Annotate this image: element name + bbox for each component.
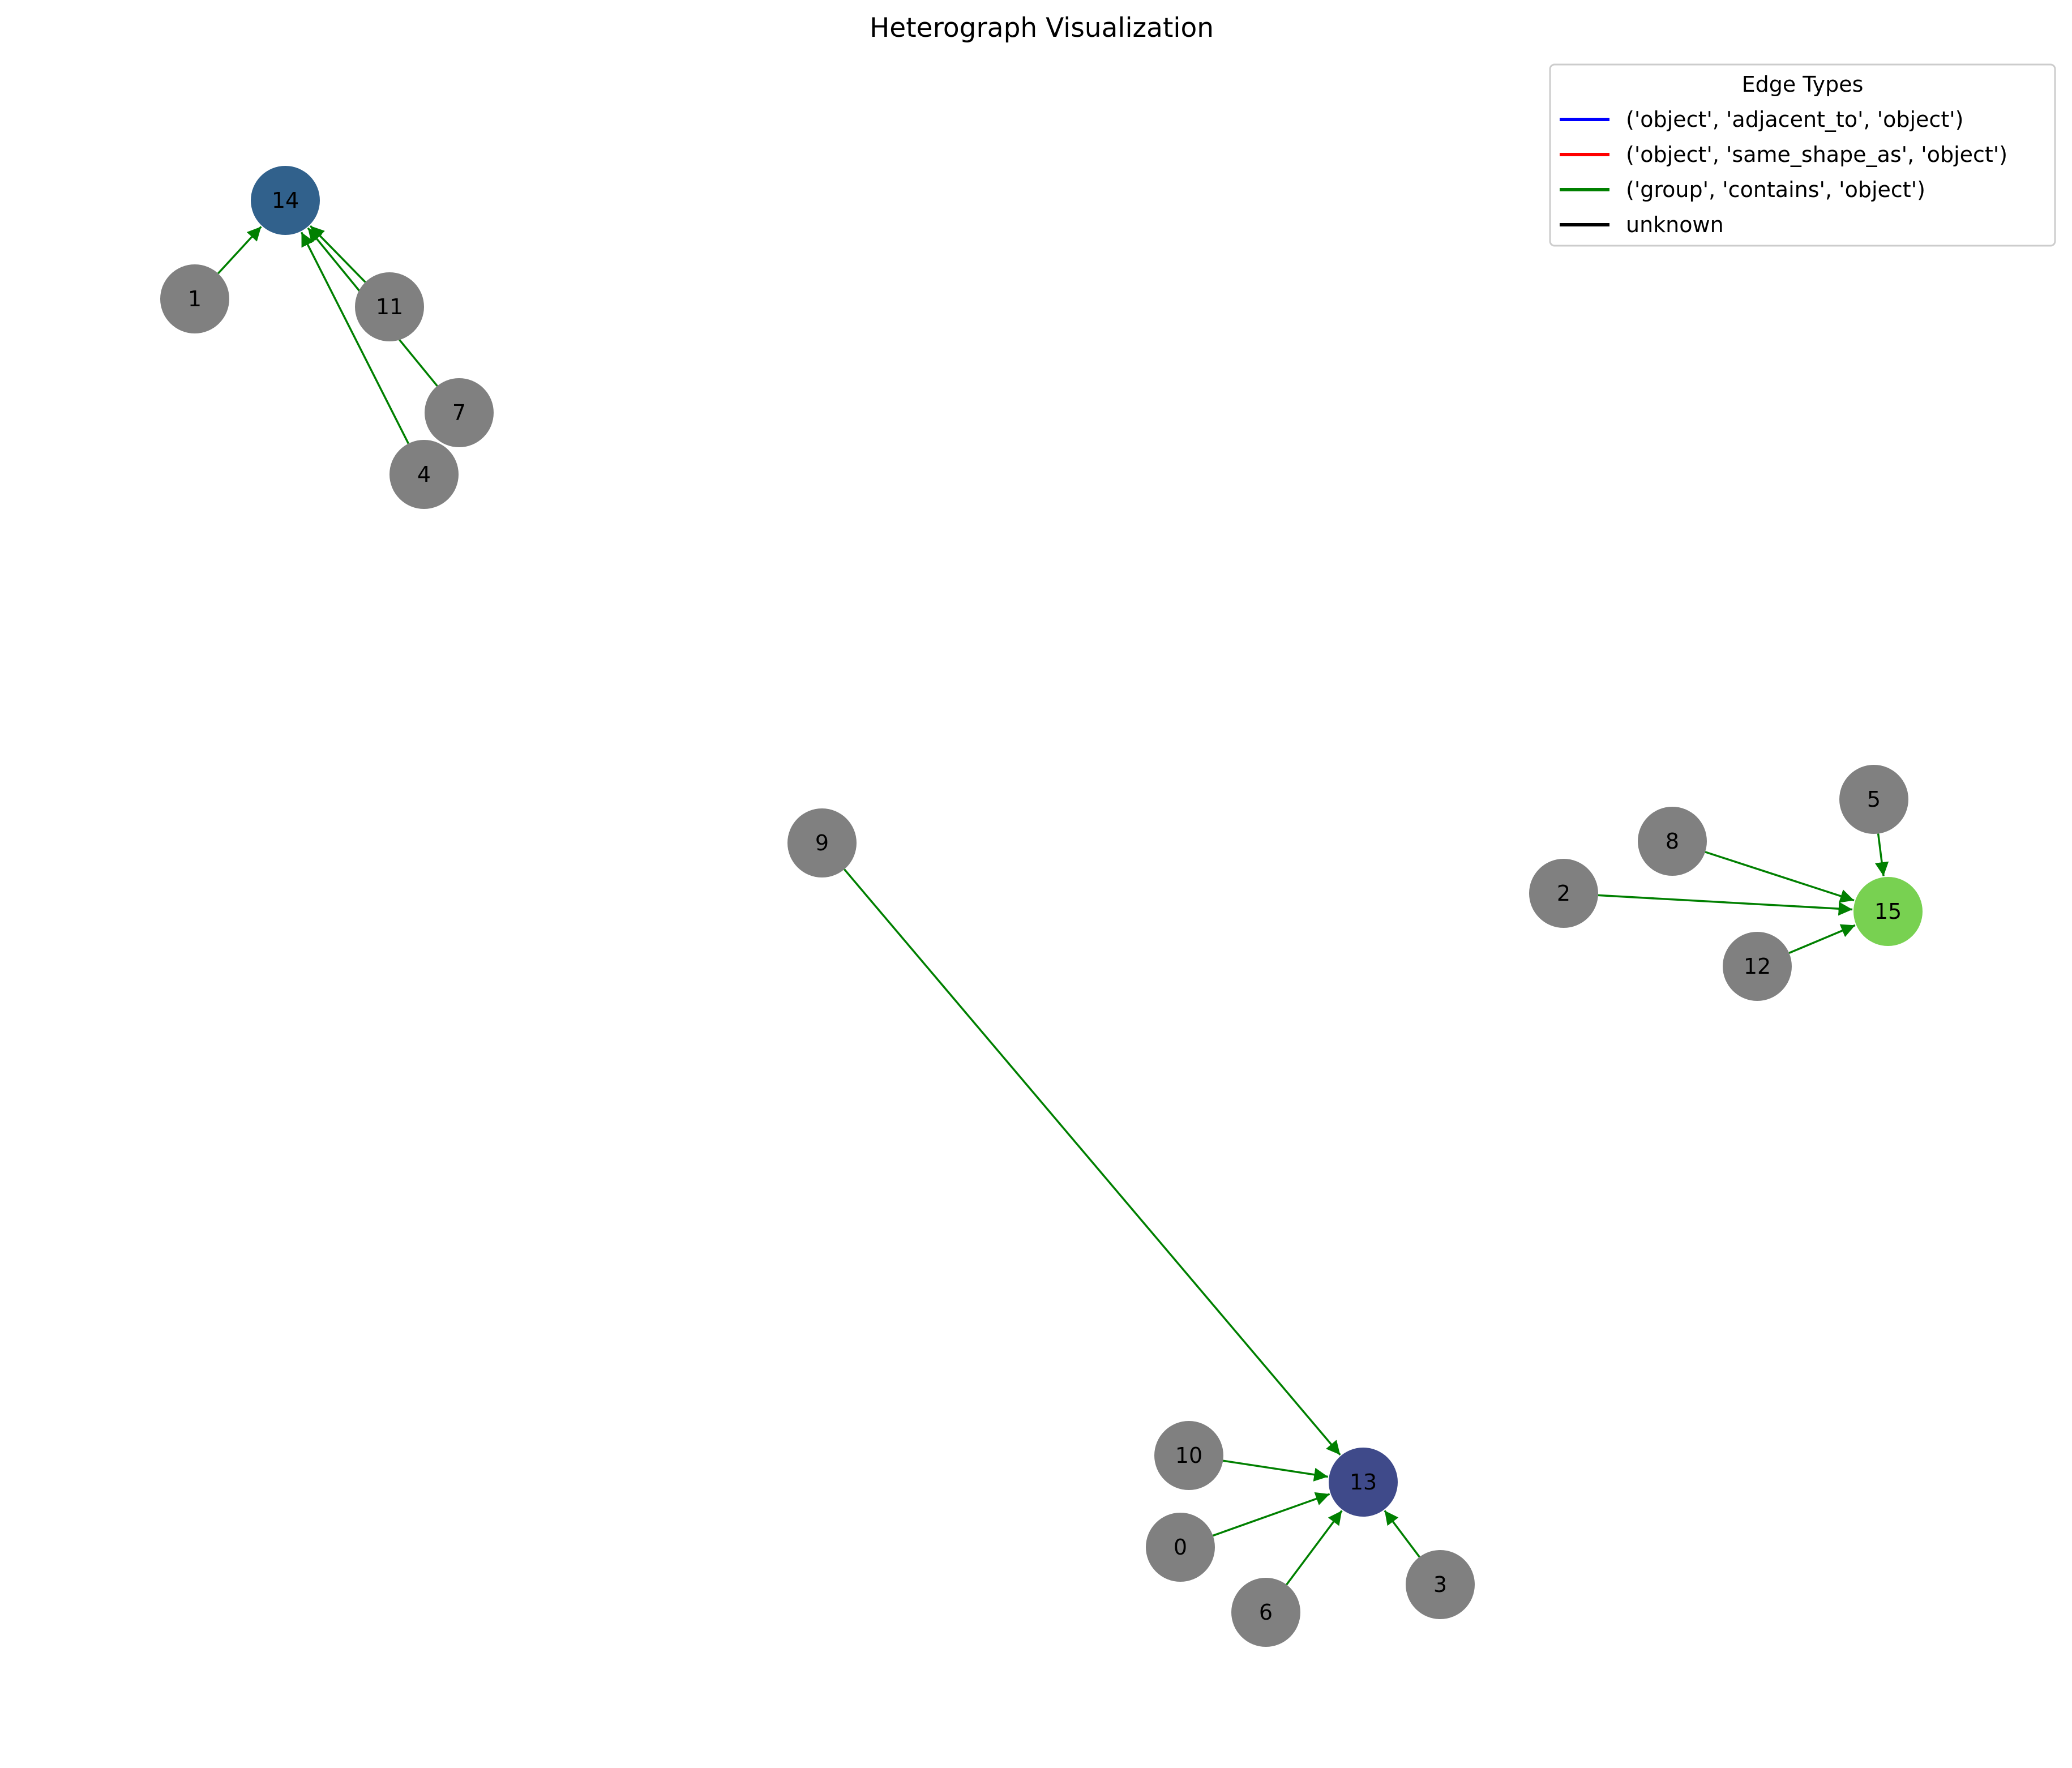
- legend-entry: unknown: [1560, 212, 1724, 237]
- node-circle: [1329, 1448, 1398, 1517]
- node-15: 15: [1853, 877, 1923, 946]
- node-circle: [389, 440, 459, 509]
- node-label: 12: [1744, 954, 1771, 979]
- node-10: 10: [1154, 1421, 1223, 1490]
- edge-10-to-13: [1223, 1459, 1328, 1482]
- edge-8-to-15: [1705, 851, 1855, 903]
- node-12: 12: [1723, 932, 1792, 1001]
- node-label: 8: [1666, 829, 1679, 854]
- legend-label: ('object', 'adjacent_to', 'object'): [1626, 107, 1964, 132]
- edge-2-to-15: [1598, 894, 1853, 916]
- node-label: 9: [815, 831, 829, 855]
- edge-4-to-14: [300, 232, 410, 444]
- node-label: 3: [1433, 1572, 1447, 1597]
- node-0: 0: [1146, 1513, 1215, 1582]
- node-5: 5: [1839, 765, 1908, 834]
- node-circle: [1638, 807, 1707, 876]
- node-circle: [1146, 1513, 1215, 1582]
- node-label: 4: [417, 462, 431, 487]
- edge-3-to-13: [1384, 1510, 1420, 1558]
- node-label: 6: [1259, 1600, 1273, 1625]
- node-circle: [355, 272, 424, 341]
- node-label: 10: [1175, 1443, 1202, 1468]
- node-11: 11: [355, 272, 424, 341]
- legend-entry: ('object', 'same_shape_as', 'object'): [1560, 142, 2007, 167]
- edge-1-to-14: [217, 226, 262, 275]
- node-label: 13: [1350, 1470, 1377, 1495]
- legend-label: unknown: [1626, 212, 1724, 237]
- node-label: 0: [1174, 1535, 1187, 1560]
- chart-title: Heterograph Visualization: [870, 12, 1214, 44]
- legend-label: ('group', 'contains', 'object'): [1626, 177, 1925, 202]
- node-label: 11: [376, 294, 403, 319]
- node-circle: [1154, 1421, 1223, 1490]
- node-label: 2: [1557, 881, 1570, 906]
- node-circle: [425, 378, 494, 447]
- node-circle: [1723, 932, 1792, 1001]
- node-label: 14: [272, 188, 299, 213]
- edges-layer: [217, 225, 1889, 1586]
- edge-5-to-15: [1874, 833, 1889, 876]
- node-label: 1: [188, 286, 202, 311]
- legend-title: Edge Types: [1742, 72, 1864, 97]
- legend-label: ('object', 'same_shape_as', 'object'): [1626, 142, 2007, 167]
- node-14: 14: [251, 166, 320, 235]
- node-circle: [1839, 765, 1908, 834]
- edge-12-to-15: [1788, 924, 1856, 954]
- edge-0-to-13: [1212, 1492, 1330, 1537]
- legend-frame: [1549, 63, 2056, 247]
- node-circle: [1853, 877, 1923, 946]
- node-circle: [251, 166, 320, 235]
- node-7: 7: [425, 378, 494, 447]
- node-6: 6: [1231, 1578, 1300, 1647]
- node-label: 15: [1874, 899, 1902, 924]
- node-9: 9: [787, 808, 857, 877]
- node-1: 1: [160, 264, 229, 333]
- node-label: 5: [1867, 787, 1881, 812]
- node-2: 2: [1529, 859, 1598, 928]
- node-circle: [1231, 1578, 1300, 1647]
- legend: Edge Types ('object', 'adjacent_to', 'ob…: [1549, 63, 2056, 247]
- node-13: 13: [1329, 1448, 1398, 1517]
- edge-6-to-13: [1286, 1510, 1343, 1586]
- node-circle: [1406, 1550, 1475, 1619]
- node-8: 8: [1638, 807, 1707, 876]
- node-circle: [787, 808, 857, 877]
- node-3: 3: [1406, 1550, 1475, 1619]
- edge-11-to-14: [309, 225, 366, 283]
- node-circle: [160, 264, 229, 333]
- legend-entry: ('group', 'contains', 'object'): [1560, 177, 1925, 202]
- node-label: 7: [452, 400, 466, 425]
- node-4: 4: [389, 440, 459, 509]
- node-circle: [1529, 859, 1598, 928]
- legend-entry: ('object', 'adjacent_to', 'object'): [1560, 107, 1964, 132]
- edge-9-to-13: [844, 868, 1341, 1456]
